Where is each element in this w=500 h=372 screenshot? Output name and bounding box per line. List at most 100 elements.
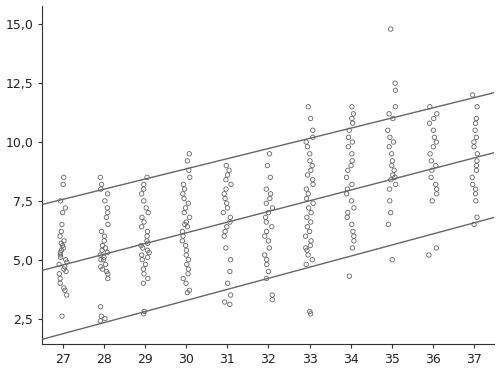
Point — [428, 158, 436, 164]
Point — [62, 257, 70, 263]
Point — [224, 205, 232, 211]
Point — [472, 163, 480, 169]
Point — [143, 233, 151, 239]
Point — [184, 200, 192, 206]
Point — [184, 224, 192, 230]
Point — [226, 301, 234, 307]
Point — [102, 262, 110, 267]
Point — [180, 221, 188, 227]
Point — [262, 219, 270, 225]
Point — [140, 308, 148, 314]
Point — [342, 174, 350, 180]
Point — [56, 276, 64, 282]
Point — [222, 177, 230, 183]
Point — [304, 205, 312, 211]
Point — [226, 269, 234, 275]
Point — [432, 191, 440, 197]
Point — [388, 151, 396, 157]
Point — [140, 271, 148, 277]
Point — [62, 269, 70, 275]
Point — [470, 144, 478, 150]
Point — [59, 182, 67, 187]
Point — [180, 196, 188, 202]
Point — [348, 158, 356, 164]
Point — [266, 151, 274, 157]
Point — [302, 186, 310, 192]
Point — [56, 271, 64, 277]
Point — [264, 238, 272, 244]
Point — [430, 116, 438, 122]
Point — [186, 151, 194, 157]
Point — [307, 238, 315, 244]
Point — [384, 127, 392, 133]
Point — [304, 104, 312, 110]
Point — [227, 182, 235, 187]
Point — [386, 134, 394, 140]
Point — [58, 240, 66, 246]
Point — [102, 245, 110, 251]
Point — [385, 111, 393, 117]
Point — [100, 238, 108, 244]
Point — [348, 139, 356, 145]
Point — [388, 158, 396, 164]
Point — [104, 221, 112, 227]
Point — [222, 245, 230, 251]
Point — [392, 182, 400, 187]
Point — [432, 186, 440, 192]
Point — [308, 177, 316, 183]
Point — [348, 116, 356, 122]
Point — [262, 228, 270, 234]
Point — [58, 210, 66, 216]
Point — [224, 172, 232, 178]
Point — [60, 285, 68, 291]
Point — [56, 254, 64, 260]
Point — [222, 163, 230, 169]
Point — [470, 139, 478, 145]
Point — [347, 163, 355, 169]
Point — [98, 243, 106, 248]
Point — [344, 134, 352, 140]
Point — [60, 266, 68, 272]
Point — [472, 186, 480, 192]
Point — [56, 233, 64, 239]
Point — [386, 210, 394, 216]
Point — [96, 304, 104, 310]
Point — [266, 191, 274, 197]
Point — [96, 174, 104, 180]
Point — [344, 186, 351, 192]
Point — [468, 92, 476, 98]
Point — [268, 292, 276, 298]
Point — [342, 191, 350, 197]
Point — [58, 247, 66, 253]
Point — [144, 228, 152, 234]
Point — [344, 144, 352, 150]
Point — [432, 182, 440, 187]
Point — [388, 163, 396, 169]
Point — [262, 200, 270, 206]
Point — [468, 182, 476, 187]
Point — [432, 163, 440, 169]
Point — [221, 299, 229, 305]
Point — [140, 198, 148, 204]
Point — [96, 318, 104, 324]
Point — [96, 252, 104, 258]
Point — [260, 252, 268, 258]
Point — [472, 134, 480, 140]
Point — [179, 233, 187, 239]
Point — [302, 245, 310, 251]
Point — [178, 238, 186, 244]
Point — [470, 221, 478, 227]
Point — [98, 313, 106, 319]
Point — [185, 167, 193, 173]
Point — [472, 191, 480, 197]
Point — [262, 186, 270, 192]
Point — [306, 158, 314, 164]
Point — [226, 214, 234, 220]
Point — [222, 186, 230, 192]
Point — [220, 191, 228, 197]
Point — [433, 111, 441, 117]
Point — [183, 262, 191, 267]
Point — [60, 264, 68, 270]
Point — [391, 174, 399, 180]
Point — [392, 87, 400, 93]
